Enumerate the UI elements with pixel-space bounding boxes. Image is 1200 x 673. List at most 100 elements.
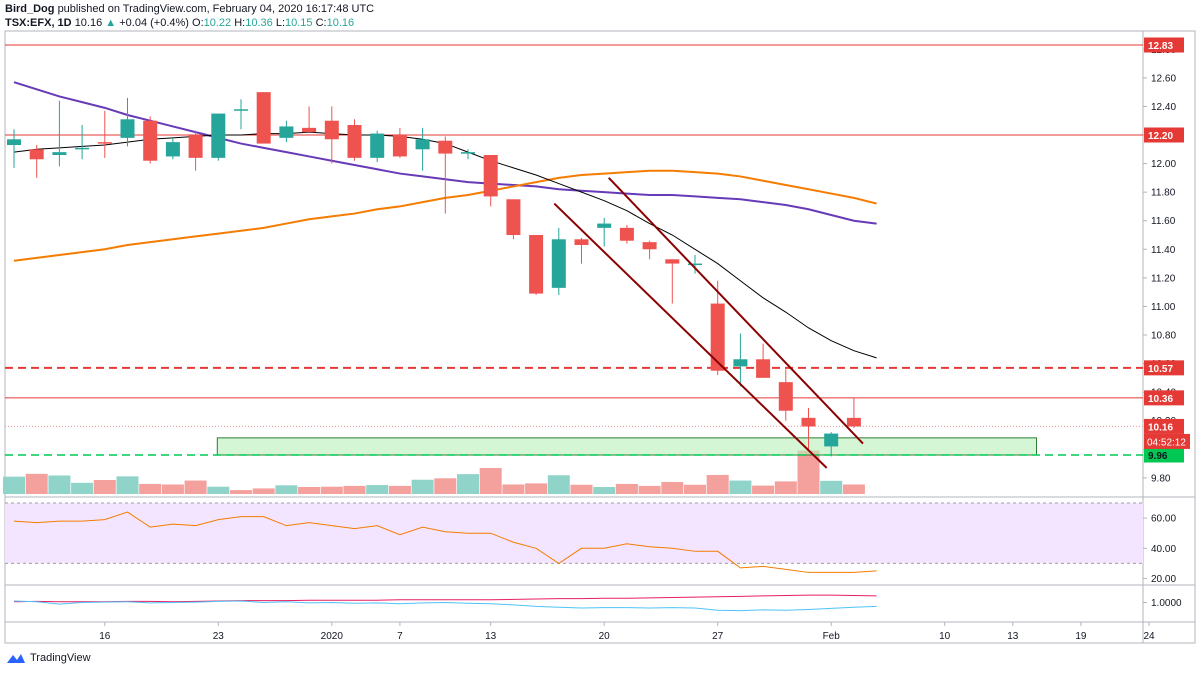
candle-body [256,92,271,144]
volume-bar [570,484,593,494]
candle [165,137,180,160]
candle [29,145,44,178]
candle [551,227,566,295]
date-label-7: 7 [397,631,403,642]
price-tick-label: 12.60 [1151,73,1176,84]
price-tick-label: 12.40 [1151,102,1176,113]
candle [801,407,816,450]
volume-bar [230,490,252,494]
candle [211,113,226,161]
volume-bar [502,484,525,494]
candle [75,125,90,160]
rsi-tick-label: 40.00 [1151,544,1176,555]
volume-bar [615,483,638,494]
oscillator-pink-line [13,594,877,603]
last-price: 10.16 [74,17,103,29]
open-label: O: [192,17,204,29]
volume-bar [93,480,116,494]
candle [347,119,362,161]
price-label-12.83: 12.83 [1148,41,1173,52]
candle [756,343,771,378]
price-tick-label: 11.60 [1151,216,1176,227]
candle-body [778,382,793,411]
volume-bar [25,473,48,494]
chart-frame [4,30,1196,644]
volume-bar [434,478,457,494]
volume-bar [366,485,389,494]
candle [597,217,612,247]
candle-body [551,239,566,288]
candle [461,149,475,160]
volume-bar [752,485,775,494]
volume-bar [298,487,321,494]
candle-body [824,433,839,447]
candle-body [392,135,407,157]
volume-bar [547,475,570,494]
rsi-line [13,511,877,573]
date-label-27: 27 [712,631,724,642]
close-label: C: [315,17,327,29]
candle [619,225,634,244]
candle [302,106,317,133]
candle-body [52,152,67,155]
candle-body [143,120,158,161]
candle [52,100,67,167]
candle [324,106,339,164]
candle-body [710,303,725,371]
candle [234,99,248,130]
candle-body [7,139,21,145]
horizontal-lines: 12.83 12.20 10.57 10.36 10.16 9.96 [5,37,1184,463]
candle-body [211,113,226,158]
candle-body [438,140,453,154]
rsi-tick-label: 60.00 [1151,514,1176,525]
close-value: 10.16 [326,17,355,29]
volume-bar [797,450,820,494]
candle-body [97,142,112,144]
candle-body [642,242,657,250]
candles [7,92,861,457]
volume-bar [411,479,434,494]
volume-bars [3,450,865,494]
volume-bar [684,484,706,494]
candle-body [415,139,430,150]
candle [710,280,725,375]
price-label-12.20: 12.20 [1148,131,1173,142]
date-label-24: 24 [1143,631,1155,642]
volume-bar [525,483,548,494]
countdown-bg [1144,433,1190,449]
candle-body [234,109,248,111]
date-label-13: 13 [1007,631,1019,642]
volume-bar [638,485,661,494]
candle-body [165,142,180,157]
volume-bar [161,484,184,494]
low-value: 10.15 [285,17,313,29]
price-label-10.16: 10.16 [1148,422,1173,433]
candle-body [120,119,135,138]
author-name[interactable]: Bird_Dog [5,3,55,15]
high-label: H: [234,17,246,29]
price-axis: 9.8010.0010.2010.4010.6010.8011.0011.201… [1143,45,1176,484]
date-label-Feb: Feb [823,631,841,642]
symbol-label: TSX:EFX, 1D [5,17,72,29]
volume-bar [774,481,797,494]
volume-bar [820,480,843,494]
candle-body [801,417,816,427]
candle [256,92,271,144]
date-label-10: 10 [939,631,951,642]
candle [778,369,793,421]
date-label-2020: 2020 [321,631,344,642]
volume-bar [457,474,479,494]
candle-body [597,223,612,228]
rsi-band [5,503,1143,564]
candle-body [324,120,339,140]
volume-bar [48,475,71,494]
candle-body [846,417,861,427]
candle-body [483,155,498,197]
volume-bar [343,485,366,494]
candle [143,116,158,164]
candle [188,130,203,171]
rsi-tick-label: 20.00 [1151,574,1176,585]
brand-name[interactable]: TradingView [30,652,91,664]
volume-bar [184,480,207,494]
